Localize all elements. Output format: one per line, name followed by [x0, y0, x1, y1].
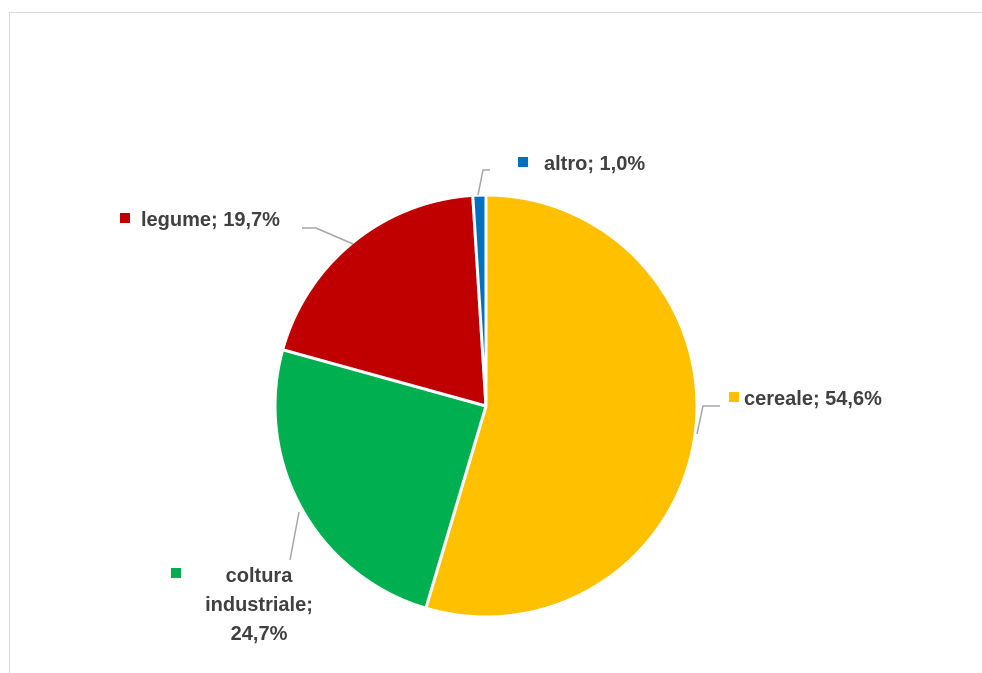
legend-key-cereale	[729, 392, 739, 402]
chart-area	[9, 12, 982, 673]
leader-line-coltura-industriale	[289, 511, 300, 561]
data-label-altro: altro; 1,0%	[544, 153, 645, 175]
leader-line-altro	[477, 169, 490, 196]
data-label-coltura-line-1: coltura	[226, 565, 294, 587]
legend-key-altro	[518, 157, 528, 167]
pie-slice-coltura-industriale	[273, 348, 488, 610]
legend-key-coltura-industriale	[171, 568, 181, 578]
data-label-coltura-line-2: industriale;	[205, 594, 313, 616]
leader-line-cereale	[696, 405, 720, 435]
legend-key-legume	[120, 213, 130, 223]
pie-slice-cereale	[424, 193, 699, 619]
pie-slice-legume	[281, 193, 488, 408]
pie-slice-altro	[471, 193, 488, 408]
data-label-legume: legume; 19,7%	[141, 209, 280, 231]
data-label-cereale: cereale; 54,6%	[744, 388, 882, 410]
data-label-coltura-line-3: 24,7%	[231, 623, 288, 645]
leader-line-legume	[302, 227, 354, 245]
